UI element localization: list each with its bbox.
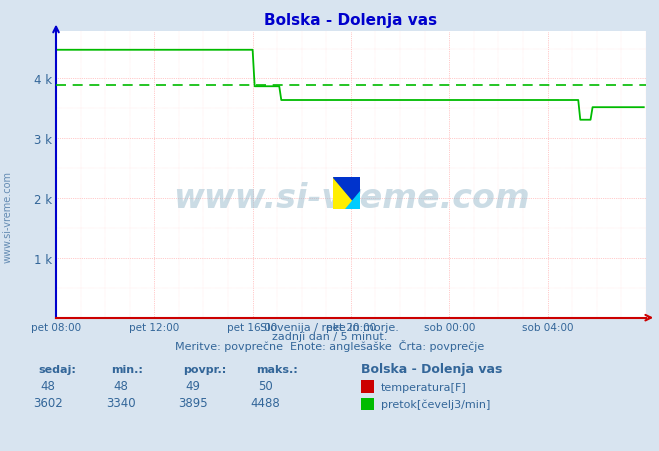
Polygon shape (333, 177, 360, 210)
Text: zadnji dan / 5 minut.: zadnji dan / 5 minut. (272, 331, 387, 341)
Text: 48: 48 (41, 379, 55, 392)
Text: Bolska - Dolenja vas: Bolska - Dolenja vas (361, 362, 503, 375)
Text: Slovenija / reke in morje.: Slovenija / reke in morje. (260, 322, 399, 332)
Text: pretok[čevelj3/min]: pretok[čevelj3/min] (381, 399, 490, 410)
Text: 3602: 3602 (33, 396, 63, 409)
Text: 3340: 3340 (106, 396, 135, 409)
Text: maks.:: maks.: (256, 364, 297, 374)
Text: Meritve: povprečne  Enote: anglešaške  Črta: povprečje: Meritve: povprečne Enote: anglešaške Črt… (175, 340, 484, 351)
Text: 4488: 4488 (250, 396, 281, 409)
Text: 48: 48 (113, 379, 128, 392)
Title: Bolska - Dolenja vas: Bolska - Dolenja vas (264, 13, 438, 28)
Text: www.si-vreme.com: www.si-vreme.com (173, 181, 529, 214)
Text: 3895: 3895 (179, 396, 208, 409)
Polygon shape (333, 177, 360, 210)
Polygon shape (345, 192, 360, 210)
Text: sedaj:: sedaj: (38, 364, 76, 374)
Text: min.:: min.: (111, 364, 142, 374)
Text: temperatura[F]: temperatura[F] (381, 382, 467, 392)
Text: povpr.:: povpr.: (183, 364, 227, 374)
Text: 50: 50 (258, 379, 273, 392)
Text: www.si-vreme.com: www.si-vreme.com (3, 170, 13, 262)
Text: 49: 49 (186, 379, 200, 392)
